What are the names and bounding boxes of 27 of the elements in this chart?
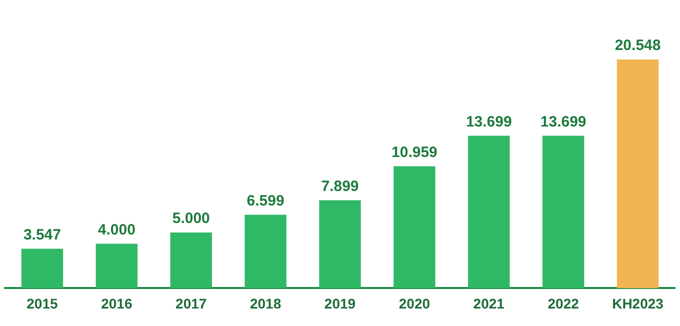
x-tick-label: 2021 [473, 295, 505, 312]
x-tick-label: 2019 [324, 295, 356, 312]
x-tick-label: 2022 [548, 295, 580, 312]
bar [96, 244, 138, 288]
bar [394, 166, 436, 288]
bar [21, 248, 64, 288]
bar [244, 214, 286, 288]
data-label: 7.899 [321, 178, 359, 195]
data-label: 3.547 [23, 226, 61, 244]
data-label: 4.000 [98, 221, 136, 238]
data-label: 20.548 [614, 37, 661, 54]
bar [616, 60, 659, 288]
data-label: 5.000 [172, 210, 210, 228]
data-label: 13.699 [466, 113, 512, 130]
bar [319, 200, 361, 288]
x-tick-label: 2016 [101, 295, 132, 312]
bar [542, 136, 584, 288]
data-label: 13.699 [540, 113, 586, 130]
x-tick-label: KH2023 [612, 295, 664, 312]
data-label: 6.599 [246, 192, 284, 210]
data-label: 10.959 [392, 144, 438, 161]
bar [170, 232, 212, 288]
x-tick-label: 2015 [26, 295, 58, 312]
x-tick-label: 2017 [176, 295, 207, 312]
x-tick-label: 2020 [398, 295, 430, 312]
x-tick-label: 2018 [250, 295, 282, 312]
bar [468, 136, 510, 288]
